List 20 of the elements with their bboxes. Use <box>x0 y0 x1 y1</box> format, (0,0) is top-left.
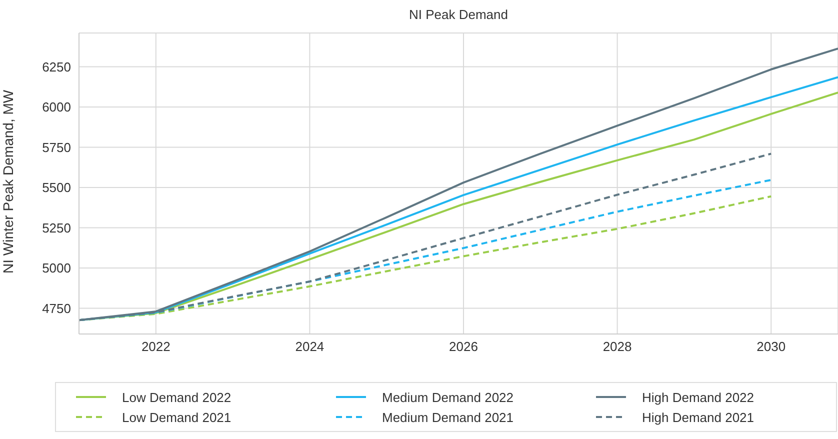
legend-label: Low Demand 2021 <box>122 410 232 424</box>
y-tick-label: 5750 <box>42 140 71 155</box>
y-tick-label: 6000 <box>42 100 71 115</box>
x-tick-label: 2026 <box>449 339 478 354</box>
y-tick-label: 4750 <box>42 300 71 316</box>
x-tick-label: 2024 <box>295 339 324 354</box>
chart-title: NI Peak Demand <box>408 6 509 24</box>
y-axis-title: NI Winter Peak Demand, MW <box>0 89 16 274</box>
legend-label: High Demand 2022 <box>642 390 754 404</box>
x-tick-label: 2030 <box>756 339 786 354</box>
y-tick-label: 5000 <box>42 260 71 276</box>
y-tick-label: 5250 <box>42 220 71 236</box>
legend-label: High Demand 2021 <box>642 410 754 424</box>
x-tick-label: 2022 <box>141 339 170 354</box>
legend-label: Medium Demand 2022 <box>382 390 514 404</box>
x-tick-label: 2028 <box>602 339 632 354</box>
legend-label: Medium Demand 2021 <box>382 410 514 424</box>
y-tick-label: 6250 <box>42 59 71 74</box>
legend-label: Low Demand 2022 <box>122 390 232 404</box>
y-tick-label: 5500 <box>42 180 71 196</box>
